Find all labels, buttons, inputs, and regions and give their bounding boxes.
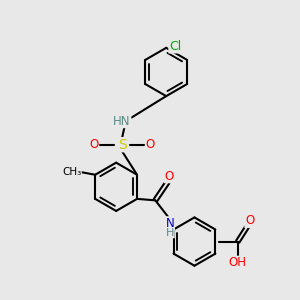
Text: Cl: Cl <box>169 40 181 53</box>
Text: O: O <box>89 138 99 151</box>
Text: O: O <box>146 138 154 151</box>
Text: H: H <box>166 228 174 238</box>
Text: O: O <box>245 214 254 227</box>
Text: N: N <box>166 217 174 230</box>
Text: S: S <box>118 138 126 152</box>
Text: OH: OH <box>229 256 247 269</box>
Text: O: O <box>164 170 174 183</box>
Text: HN: HN <box>113 115 131 128</box>
Text: CH₃: CH₃ <box>62 167 81 177</box>
